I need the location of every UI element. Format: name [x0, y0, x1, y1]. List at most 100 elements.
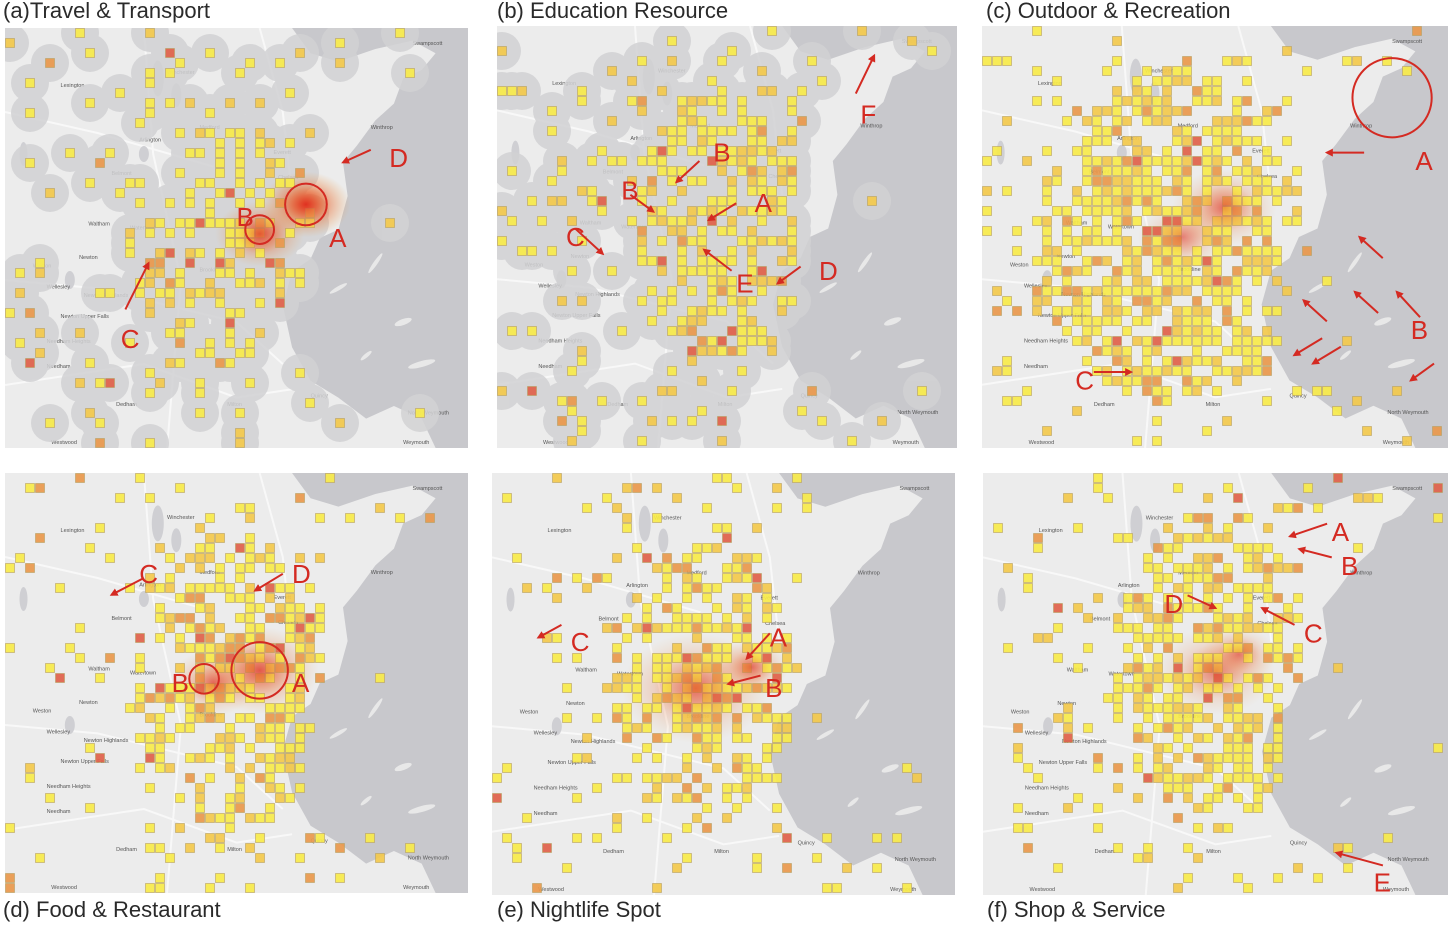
grid-cell [1193, 773, 1203, 783]
grid-cell [1242, 176, 1252, 186]
annotation-arrow-d [1187, 594, 1218, 610]
grid-cell [1122, 236, 1132, 246]
grid-cell [1162, 336, 1172, 346]
grid-cell [1263, 673, 1273, 683]
grid-cell [285, 138, 295, 148]
grid-cell [1112, 306, 1122, 316]
grid-cell [305, 398, 315, 408]
grid-cell [1082, 326, 1092, 336]
grid-cell [1013, 803, 1023, 813]
grid-cell [1243, 593, 1253, 603]
grid-cell [255, 148, 265, 158]
town-label: Needham [534, 811, 558, 817]
map-panel-education-resource: LexingtonWinchesterArlingtonBelmontMedfo… [497, 26, 957, 448]
grid-cell [1183, 513, 1193, 523]
grid-cell [1142, 276, 1152, 286]
town-label: Arlington [139, 137, 161, 143]
grid-cell [652, 593, 662, 603]
grid-cell [1052, 256, 1062, 266]
grid-cell [737, 166, 747, 176]
grid-cell [632, 653, 642, 663]
town-label: Newton [79, 700, 98, 706]
grid-cell [1082, 206, 1092, 216]
grid-cell [742, 763, 752, 773]
grid-cell [742, 623, 752, 633]
grid-cell [772, 643, 782, 653]
grid-cell [687, 116, 697, 126]
annotation-arrow-b [1357, 235, 1384, 259]
grid-cell [712, 603, 722, 613]
town-label: Lexington [1039, 528, 1063, 534]
grid-cell [215, 258, 225, 268]
grid-cell [1273, 643, 1283, 653]
grid-cell [175, 168, 185, 178]
grid-cell [867, 196, 877, 206]
grid-cell [1333, 473, 1343, 483]
grid-cell [1262, 336, 1272, 346]
annotation-circle-a [230, 641, 289, 700]
grid-cell [1152, 286, 1162, 296]
grid-cell [1203, 633, 1213, 643]
grid-cell [647, 216, 657, 226]
grid-cell [547, 106, 557, 116]
grid-cell [25, 483, 35, 493]
hotspot-core [280, 184, 331, 225]
grid-cell [305, 653, 315, 663]
grid-cell [295, 493, 305, 503]
grid-cell [25, 358, 35, 368]
annotation-arrow-b [1353, 290, 1379, 314]
grid-cell [737, 146, 747, 156]
grid-cell [265, 583, 275, 593]
grid-cell [335, 843, 345, 853]
grid-cell [772, 483, 782, 493]
grid-cell [1182, 276, 1192, 286]
grid-cell [1162, 366, 1172, 376]
grid-cell [1233, 733, 1243, 743]
grid-cell [682, 823, 692, 833]
grid-cell [1112, 296, 1122, 306]
grid-cell [95, 418, 105, 428]
grid-cell [1242, 76, 1252, 86]
grid-cell [1163, 713, 1173, 723]
grid-cell [185, 318, 195, 328]
grid-cell [772, 743, 782, 753]
grid-cell [762, 753, 772, 763]
grid-cell [75, 623, 85, 633]
grid-cell [647, 316, 657, 326]
grid-cell [295, 663, 305, 673]
grid-cell [305, 873, 315, 883]
annotation-label-c: C [121, 324, 140, 354]
grid-cell [1273, 633, 1283, 643]
grid-cell [1213, 613, 1223, 623]
grid-cell [1013, 723, 1023, 733]
grid-cell [1143, 663, 1153, 673]
town-label: Newton Highlands [571, 739, 616, 745]
grid-cell [622, 633, 632, 643]
grid-cell [145, 573, 155, 583]
grid-cell [812, 853, 822, 863]
grid-cell [1173, 533, 1183, 543]
grid-cell [757, 216, 767, 226]
grid-cell [1122, 156, 1132, 166]
grid-cell [1073, 663, 1083, 673]
grid-cell [767, 336, 777, 346]
grid-cell [85, 408, 95, 418]
grid-cell [215, 733, 225, 743]
grid-cell [1122, 96, 1132, 106]
grid-cell [612, 713, 622, 723]
grid-cell [235, 198, 245, 208]
grid-cell [617, 156, 627, 166]
grid-cell [255, 138, 265, 148]
grid-cell [205, 553, 215, 563]
grid-cell [1172, 126, 1182, 136]
grid-cell [1132, 276, 1142, 286]
grid-cell [787, 246, 797, 256]
grid-cell [1312, 386, 1322, 396]
grid-cell [235, 593, 245, 603]
grid-cell [1052, 166, 1062, 176]
grid-cell [1142, 186, 1152, 196]
grid-cell [1293, 563, 1303, 573]
grid-cell [1142, 376, 1152, 386]
grid-cell [727, 296, 737, 306]
